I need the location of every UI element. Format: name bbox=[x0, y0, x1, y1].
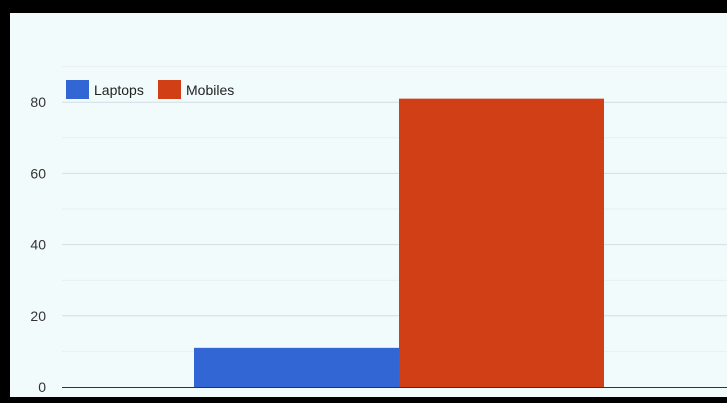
legend-item-laptops[interactable]: Laptops bbox=[66, 80, 144, 99]
legend-swatch bbox=[158, 80, 181, 99]
chart-frame: 0 20 40 60 80 Laptops Mobiles bbox=[10, 13, 727, 397]
y-tick-labels: 0 20 40 60 80 bbox=[30, 94, 46, 395]
bars bbox=[194, 98, 604, 387]
y-tick-label: 0 bbox=[38, 379, 46, 395]
y-tick-label: 80 bbox=[30, 94, 46, 110]
legend[interactable]: Laptops Mobiles bbox=[66, 80, 234, 99]
bar-laptops[interactable] bbox=[194, 347, 399, 387]
bar-chart: 0 20 40 60 80 Laptops Mobiles bbox=[30, 66, 727, 395]
bar-mobiles[interactable] bbox=[399, 98, 604, 387]
y-tick-label: 60 bbox=[30, 165, 46, 181]
legend-item-mobiles[interactable]: Mobiles bbox=[158, 80, 234, 99]
grid-lines bbox=[62, 66, 727, 352]
y-tick-label: 40 bbox=[30, 237, 46, 253]
legend-label: Laptops bbox=[94, 82, 144, 98]
legend-swatch bbox=[66, 80, 89, 99]
y-tick-label: 20 bbox=[30, 308, 46, 324]
legend-label: Mobiles bbox=[186, 82, 234, 98]
